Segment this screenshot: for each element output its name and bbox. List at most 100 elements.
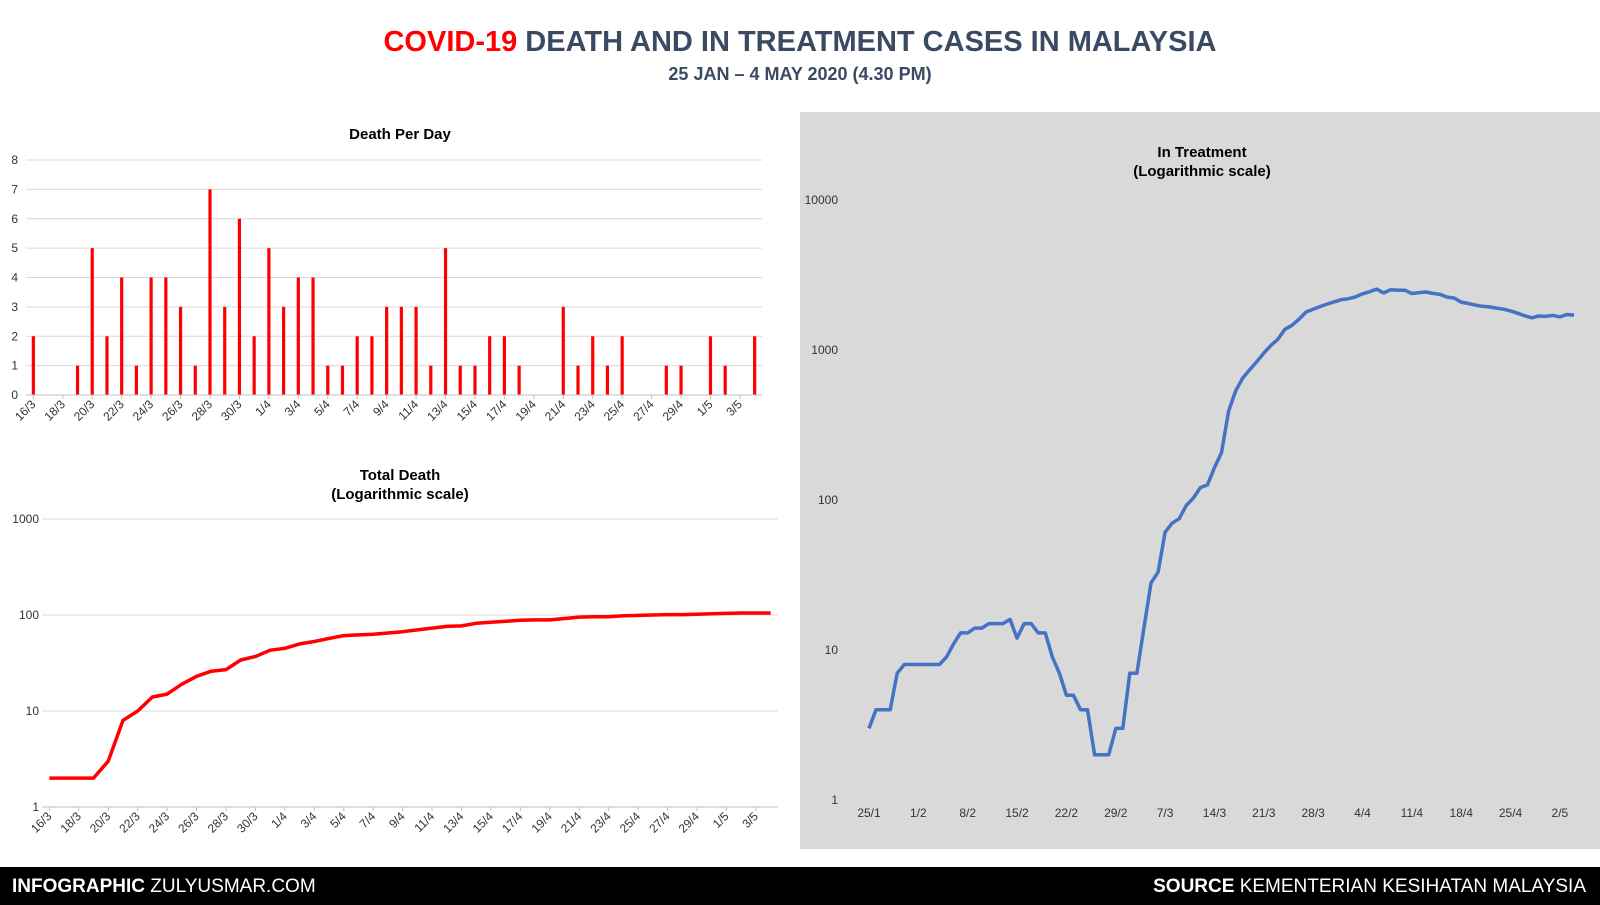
page-subtitle: 25 JAN – 4 MAY 2020 (4.30 PM) <box>668 64 932 84</box>
c1-xtick-label: 3/5 <box>723 397 745 419</box>
c1-bar <box>385 306 389 395</box>
c3-xtick-label: 18/4 <box>1450 806 1474 820</box>
c1-bar <box>105 336 109 395</box>
c1-bar <box>355 336 359 395</box>
c1-ytick-label: 2 <box>11 329 18 343</box>
c3-xtick-label: 7/3 <box>1157 806 1174 820</box>
c1-bar <box>370 336 374 395</box>
c2-xtick-label: 13/4 <box>440 809 467 836</box>
c3-xtick-label: 4/4 <box>1354 806 1371 820</box>
c2-xtick-label: 20/3 <box>87 809 114 836</box>
c1-bar <box>605 365 610 395</box>
in-treatment-panel <box>800 112 1600 849</box>
c1-bar <box>252 336 256 395</box>
c2-xtick-label: 5/4 <box>327 809 349 831</box>
c1-bar <box>561 306 565 395</box>
c3-xtick-label: 25/1 <box>857 806 881 820</box>
c2-xtick-label: 9/4 <box>386 809 408 831</box>
chart2-title: Total Death <box>360 467 441 484</box>
footer-source: SOURCE KEMENTERIAN KESIHATAN MALAYSIA <box>1153 876 1586 898</box>
c1-xtick-label: 26/3 <box>159 397 186 424</box>
c1-bar <box>237 218 242 395</box>
footer-credit-text: ZULYUSMAR.COM <box>145 876 316 897</box>
c2-xtick-label: 23/4 <box>587 809 614 836</box>
total-death-chart: Total Death (Logarithmic scale) 1 10 100 10… <box>12 467 778 836</box>
c2-xtick-label: 7/4 <box>357 809 379 831</box>
c2-xtick-label: 3/5 <box>739 809 761 831</box>
c1-bar <box>223 306 227 395</box>
c1-bar <box>120 277 124 395</box>
c3-ytick-label: 10 <box>825 643 839 657</box>
title-covid: COVID-19 <box>383 26 518 58</box>
c2-xtick-label: 21/4 <box>558 809 585 836</box>
c1-xtick-label: 28/3 <box>189 397 216 424</box>
c1-bar <box>311 277 315 395</box>
c3-xtick-label: 21/3 <box>1252 806 1276 820</box>
c1-xtick-label: 22/3 <box>100 397 127 424</box>
c1-bar <box>296 277 300 395</box>
page-title: COVID-19 DEATH AND IN TREATMENT CASES IN… <box>0 26 1600 59</box>
c1-xtick-label: 9/4 <box>370 397 392 419</box>
c1-bar <box>178 306 183 395</box>
c2-xtick-label: 3/4 <box>298 809 320 831</box>
c1-xtick-label: 1/5 <box>694 397 716 419</box>
c3-xtick-label: 29/2 <box>1104 806 1128 820</box>
c1-bar <box>31 336 35 395</box>
c2-xtick-label: 24/3 <box>146 809 173 836</box>
c2-xtick-label: 15/4 <box>470 809 497 836</box>
footer-source-text: KEMENTERIAN KESIHATAN MALAYSIA <box>1234 876 1586 897</box>
c2-xtick-label: 1/4 <box>268 809 290 831</box>
c1-bar <box>193 365 197 395</box>
c1-bar <box>340 365 345 395</box>
c1-ytick-label: 6 <box>11 212 18 226</box>
c3-xtick-label: 11/4 <box>1401 806 1424 820</box>
c3-ytick-label: 100 <box>818 493 838 507</box>
footer-credit-label: INFOGRAPHIC <box>12 876 145 897</box>
c3-xtick-label: 14/3 <box>1203 806 1227 820</box>
c1-xtick-label: 18/3 <box>42 397 69 424</box>
c3-ytick-label: 1 <box>831 793 838 807</box>
c1-ytick-label: 7 <box>11 182 18 196</box>
c2-xtick-label: 19/4 <box>529 809 556 836</box>
c3-xtick-label: 15/2 <box>1005 806 1029 820</box>
footer-bar: INFOGRAPHIC ZULYUSMAR.COM SOURCE KEMENTE… <box>0 867 1600 905</box>
c1-ytick-label: 3 <box>11 300 18 314</box>
c1-bar <box>576 365 580 395</box>
c2-xtick-label: 25/4 <box>617 809 644 836</box>
c3-ytick-label: 10000 <box>805 193 839 207</box>
c3-xtick-label: 1/2 <box>910 806 927 820</box>
c2-ytick-label: 1000 <box>12 512 39 526</box>
c1-bar <box>502 336 506 395</box>
c1-xtick-label: 7/4 <box>341 397 363 419</box>
c3-xtick-label: 2/5 <box>1552 806 1569 820</box>
title-rest: DEATH AND IN TREATMENT CASES IN MALAYSIA <box>517 26 1217 58</box>
c1-bar <box>679 365 683 395</box>
c1-bar <box>517 365 521 395</box>
c1-bar <box>708 336 713 395</box>
c1-xtick-label: 30/3 <box>218 397 245 424</box>
c1-xtick-label: 23/4 <box>571 397 598 424</box>
chart2-subtitle: (Logarithmic scale) <box>331 486 469 503</box>
c1-xtick-label: 5/4 <box>311 397 333 419</box>
c1-bar <box>90 248 94 395</box>
c2-xtick-label: 22/3 <box>116 809 143 836</box>
c1-xtick-label: 29/4 <box>660 397 687 424</box>
c1-bar <box>664 365 668 395</box>
c3-xtick-label: 22/2 <box>1055 806 1079 820</box>
c2-ytick-label: 100 <box>19 608 39 622</box>
c1-xtick-label: 17/4 <box>483 397 510 424</box>
c2-xtick-label: 1/5 <box>710 809 732 831</box>
c1-bar <box>208 189 212 395</box>
c3-xtick-label: 8/2 <box>959 806 976 820</box>
c1-ytick-label: 1 <box>11 359 18 373</box>
c1-xtick-label: 13/4 <box>424 397 451 424</box>
c1-xtick-label: 11/4 <box>395 397 421 423</box>
c1-bar <box>620 336 624 395</box>
c1-xtick-label: 25/4 <box>601 397 628 424</box>
chart3-subtitle: (Logarithmic scale) <box>1133 163 1271 180</box>
c1-bar <box>429 365 433 395</box>
c2-xtick-label: 11/4 <box>411 809 437 835</box>
c1-bar <box>591 336 595 395</box>
footer-source-label: SOURCE <box>1153 876 1235 897</box>
